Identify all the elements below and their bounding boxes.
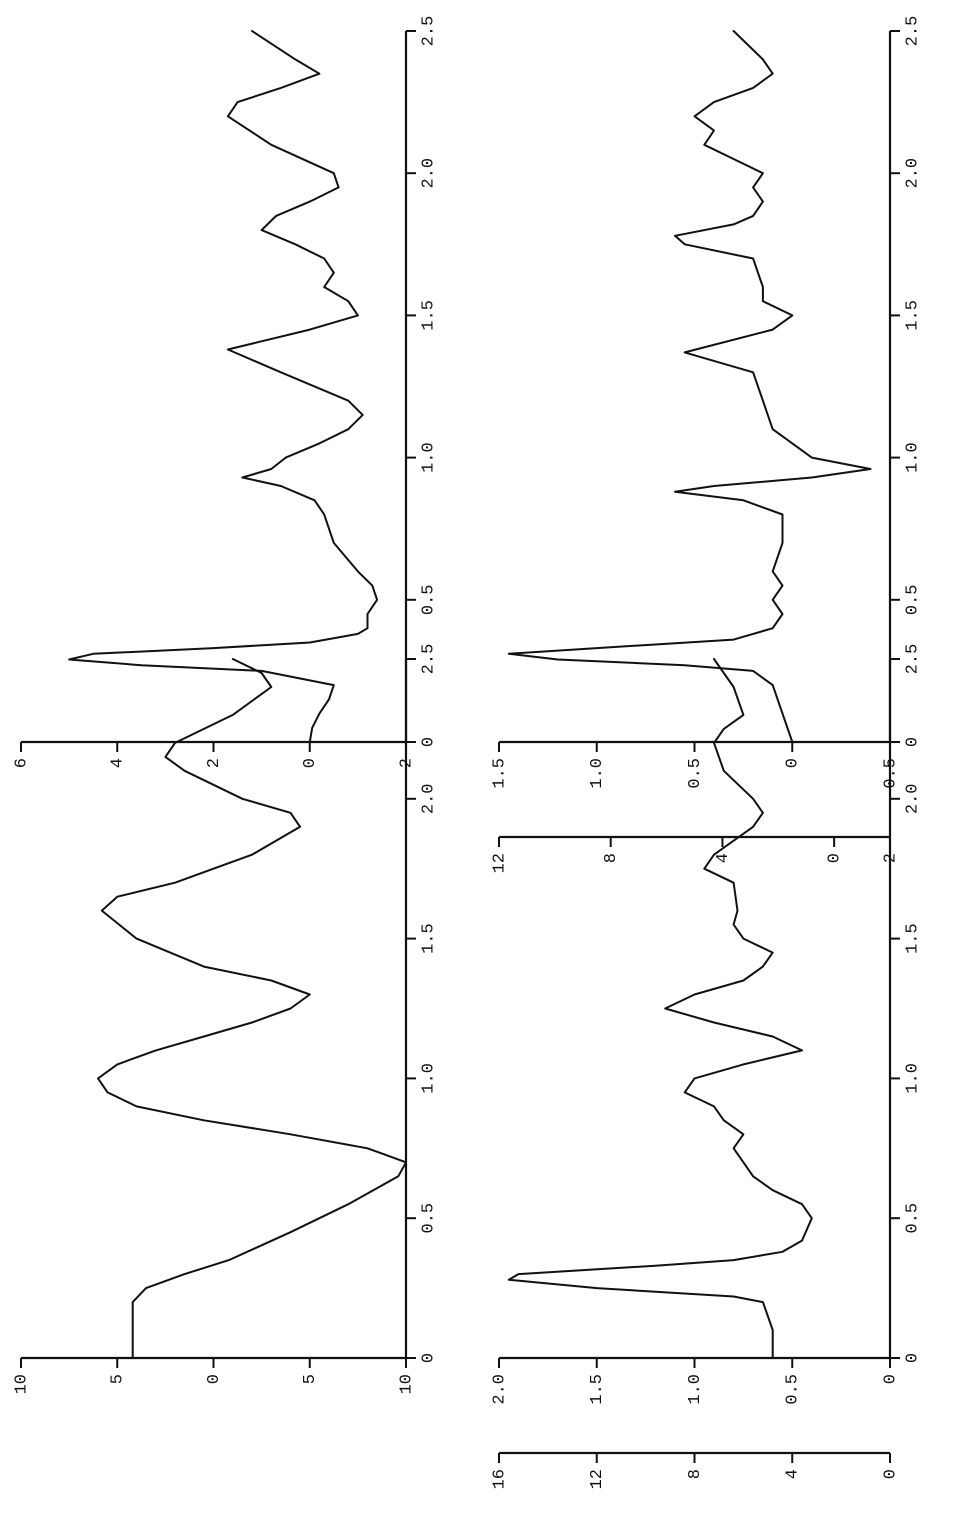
trunk-pressure-value-tick-label: 0.5 xyxy=(784,1374,803,1405)
trunk-pressure-time-tick-label: 2.0 xyxy=(903,783,922,814)
cavity-pressure-panel: 0 0.5 1.0 1.5 2.0 2.5 1.5 1.0 0.5 0 -0.5 12 8 4 0 -2 xyxy=(490,16,922,874)
pitch-attitude-time-tick-label: 1.0 xyxy=(419,1063,438,1094)
pitch-attitude-time-tick-label: 2.5 xyxy=(419,644,438,675)
pitch-attitude-value-tick-label: 5 xyxy=(301,1374,320,1384)
pitch-attitude-time-tick-label: 2.0 xyxy=(419,783,438,814)
cavity-pressure-value-tick-label: -0.5 xyxy=(881,758,900,799)
cavity-pressure-time-tick-label: 0 xyxy=(903,737,922,747)
vertical-acceleration-time-tick-label: 0.5 xyxy=(419,584,438,615)
vertical-acceleration-time-tick-label: 2.0 xyxy=(419,158,438,189)
trunk-pressure-series-line xyxy=(507,658,813,1359)
trunk-pressure-time-tick-label: 1.5 xyxy=(903,923,922,954)
cavity-pressure-secondary-tick-label: 12 xyxy=(490,853,509,873)
cavity-pressure-value-tick-label: 1.5 xyxy=(490,758,509,789)
pitch-attitude-value-tick-label: 0 xyxy=(205,1374,224,1384)
cavity-pressure-time-tick-label: 2.5 xyxy=(903,16,922,47)
vertical-acceleration-value-tick-label: -2 xyxy=(397,758,416,778)
trunk-pressure-secondary-tick-label: 4 xyxy=(784,1469,803,1479)
pitch-attitude-time-tick-label: 0.5 xyxy=(419,1203,438,1234)
cavity-pressure-time-tick-label: 1.0 xyxy=(903,442,922,473)
trunk-pressure-value-tick-label: 0 xyxy=(881,1374,900,1384)
cavity-pressure-secondary-tick-label: 4 xyxy=(714,853,733,863)
cavity-pressure-series-line xyxy=(507,30,872,743)
pitch-attitude-value-tick-label: 5 xyxy=(109,1374,128,1384)
cavity-pressure-time-tick-label: 2.0 xyxy=(903,158,922,189)
trunk-pressure-time-tick-label: 0.5 xyxy=(903,1203,922,1234)
trunk-pressure-time-tick-label: 0 xyxy=(903,1353,922,1363)
cavity-pressure-secondary-tick-label: 8 xyxy=(602,853,621,863)
pitch-attitude-time-tick-label: 1.5 xyxy=(419,923,438,954)
vertical-acceleration-value-tick-label: 4 xyxy=(109,758,128,768)
pitch-attitude-value-tick-label: 10 xyxy=(12,1374,31,1394)
cavity-pressure-secondary-tick-label: 0 xyxy=(826,853,845,863)
trunk-pressure-value-tick-label: 1.0 xyxy=(686,1374,705,1405)
trunk-pressure-time-tick-label: 2.5 xyxy=(903,644,922,675)
trunk-pressure-secondary-tick-label: 16 xyxy=(490,1469,509,1489)
vertical-acceleration-time-tick-label: 2.5 xyxy=(419,16,438,47)
cavity-pressure-time-tick-label: 0.5 xyxy=(903,584,922,615)
cavity-pressure-time-tick-label: 1.5 xyxy=(903,300,922,331)
cavity-pressure-value-tick-label: 0.5 xyxy=(686,758,705,789)
pitch-attitude-value-tick-label: 10 xyxy=(397,1374,416,1394)
cavity-pressure-value-tick-label: 1.0 xyxy=(588,758,607,789)
vertical-acceleration-value-tick-label: 6 xyxy=(12,758,31,768)
pitch-attitude-panel: 0 0.5 1.0 1.5 2.0 2.5 10 5 0 5 10 xyxy=(12,644,438,1395)
vertical-acceleration-value-tick-label: 2 xyxy=(205,758,224,768)
pitch-attitude-time-tick-label: 0 xyxy=(419,1353,438,1363)
trunk-pressure-value-tick-label: 2.0 xyxy=(490,1374,509,1405)
trunk-pressure-secondary-tick-label: 0 xyxy=(881,1469,900,1479)
cavity-pressure-value-tick-label: 0 xyxy=(784,758,803,768)
trunk-pressure-secondary-tick-label: 8 xyxy=(686,1469,705,1479)
pitch-attitude-series-line xyxy=(97,658,407,1359)
vertical-acceleration-time-tick-label: 1.0 xyxy=(419,442,438,473)
vertical-acceleration-value-tick-label: 0 xyxy=(301,758,320,768)
vertical-acceleration-panel: 0 0.5 1.0 1.5 2.0 2.5 6 4 2 0 -2 xyxy=(12,16,438,779)
trunk-pressure-panel: 0 0.5 1.0 1.5 2.0 2.5 2.0 1.5 1.0 0.5 0 16 12 8 4 0 xyxy=(490,644,922,1490)
vertical-acceleration-time-tick-label: 1.5 xyxy=(419,300,438,331)
vertical-acceleration-series-line xyxy=(68,30,379,743)
trunk-pressure-time-tick-label: 1.0 xyxy=(903,1063,922,1094)
trunk-pressure-secondary-tick-label: 12 xyxy=(588,1469,607,1489)
trunk-pressure-value-tick-label: 1.5 xyxy=(588,1374,607,1405)
vertical-acceleration-time-tick-label: 0 xyxy=(419,737,438,747)
cavity-pressure-secondary-tick-label: -2 xyxy=(881,853,900,873)
